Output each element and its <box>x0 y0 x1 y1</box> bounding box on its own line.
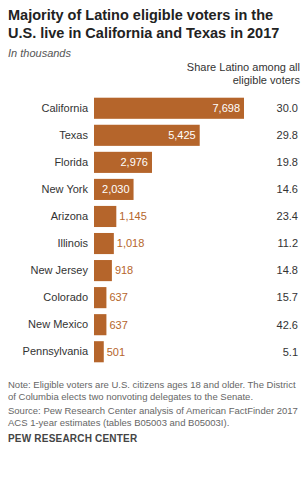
tick-label: California <box>42 102 89 114</box>
tick-label: New York <box>42 183 89 195</box>
bar <box>94 341 104 362</box>
share-label: 42.6 <box>277 319 298 331</box>
data-label: 1,145 <box>119 210 147 222</box>
subtitle: In thousands <box>8 47 300 59</box>
data-label: 501 <box>107 346 125 358</box>
share-label: 14.8 <box>277 264 298 276</box>
tick-label: Texas <box>59 129 88 141</box>
category-axis: California Texas Florida New York Arizona Ill… <box>23 102 89 357</box>
data-label: 5,425 <box>168 129 196 141</box>
share-label: 30.0 <box>277 102 298 114</box>
data-label: 918 <box>115 264 133 276</box>
bar <box>94 152 152 173</box>
bar <box>94 314 106 335</box>
data-label: 637 <box>109 291 127 303</box>
bar <box>94 125 200 146</box>
share-label: 23.4 <box>277 210 298 222</box>
bar <box>94 98 244 119</box>
tick: Colorado <box>43 291 88 303</box>
tick-label: Florida <box>54 156 89 168</box>
share-label: 19.8 <box>277 156 298 168</box>
share-label: 15.7 <box>277 291 298 303</box>
tick: Arizona <box>51 210 89 222</box>
bar <box>94 179 134 200</box>
data-label: 2,030 <box>102 183 130 195</box>
title: Majority of Latino eligible voters in th… <box>8 6 300 42</box>
tick: New Mexico <box>28 318 88 330</box>
data-label: 7,698 <box>212 102 240 114</box>
page: Majority of Latino eligible voters in th… <box>0 0 308 444</box>
source: Source: Pew Research Center analysis of … <box>8 405 300 429</box>
tick: Florida <box>54 156 89 168</box>
bar <box>94 233 114 254</box>
bars <box>94 98 244 363</box>
tick-label: Illinois <box>57 237 88 249</box>
share-label: 29.8 <box>277 129 298 141</box>
data-label: 2,976 <box>120 156 148 168</box>
data-labels: 7,698 5,425 2,976 2,030 1,145 1,018 918 637 637 5… <box>102 102 240 357</box>
tick-label: Colorado <box>43 291 88 303</box>
tick-label: Arizona <box>51 210 89 222</box>
share-column: 30.0 29.8 19.8 14.6 23.4 11.2 14.8 15.7 42.6 5.1 <box>277 102 298 357</box>
share-label: 11.2 <box>277 237 298 249</box>
data-label: 1,018 <box>117 237 145 249</box>
bar <box>94 287 106 308</box>
share-label: 5.1 <box>283 346 298 358</box>
bar <box>94 260 112 281</box>
credit: PEW RESEARCH CENTER <box>8 433 300 444</box>
chart-svg: California Texas Florida New York Arizona Ill… <box>8 59 300 377</box>
share-header: Share Latino among all eligible voters <box>150 61 300 87</box>
tick-label: New Mexico <box>28 318 88 330</box>
tick: Pennsylvania <box>23 345 89 357</box>
tick-label: New Jersey <box>31 264 89 276</box>
tick: New Jersey <box>31 264 89 276</box>
tick: Illinois <box>57 237 88 249</box>
bar <box>94 206 116 227</box>
chart: Share Latino among all eligible voters C… <box>8 59 300 377</box>
share-label: 14.6 <box>277 183 298 195</box>
tick-label: Pennsylvania <box>23 345 89 357</box>
tick: California <box>42 102 89 114</box>
data-label: 637 <box>109 319 127 331</box>
tick: Texas <box>59 129 88 141</box>
note: Note: Eligible voters are U.S. citizens … <box>8 379 300 403</box>
tick: New York <box>42 183 89 195</box>
